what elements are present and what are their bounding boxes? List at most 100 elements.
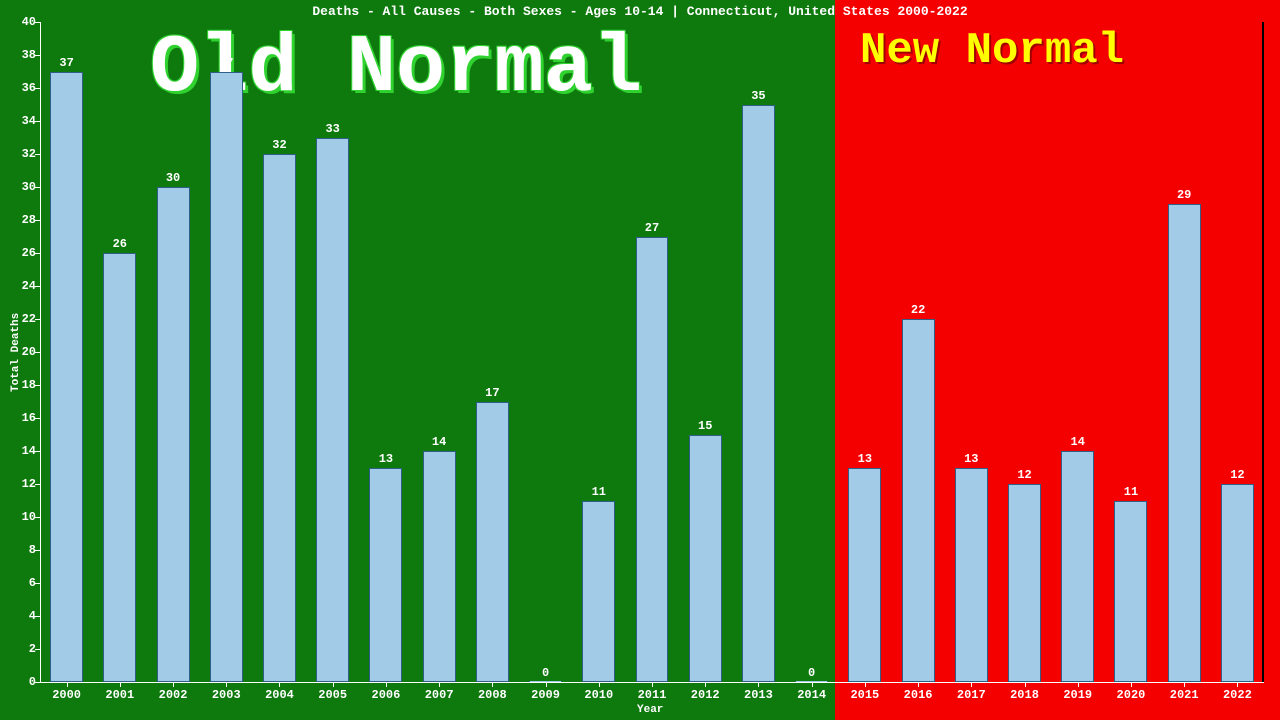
y-tick-label: 28 xyxy=(8,213,36,227)
bar xyxy=(210,72,243,683)
bar xyxy=(1221,484,1254,682)
bar xyxy=(848,468,881,683)
x-tick-label: 2000 xyxy=(52,688,81,702)
x-tick xyxy=(1237,682,1238,687)
plot-right-edge xyxy=(1262,22,1264,682)
bar xyxy=(582,501,615,683)
bar xyxy=(369,468,402,683)
y-tick-label: 18 xyxy=(8,378,36,392)
x-tick xyxy=(120,682,121,687)
bar xyxy=(902,319,935,682)
x-tick-label: 2020 xyxy=(1117,688,1146,702)
y-tick-label: 10 xyxy=(8,510,36,524)
x-tick-label: 2003 xyxy=(212,688,241,702)
bar-value-label: 32 xyxy=(272,138,286,152)
bar-value-label: 13 xyxy=(379,452,393,466)
x-tick-label: 2012 xyxy=(691,688,720,702)
bar-value-label: 33 xyxy=(325,122,339,136)
x-tick-label: 2011 xyxy=(638,688,667,702)
x-tick-label: 2013 xyxy=(744,688,773,702)
x-tick-label: 2006 xyxy=(372,688,401,702)
x-tick-label: 2005 xyxy=(318,688,347,702)
y-tick-label: 0 xyxy=(8,675,36,689)
y-tick-label: 30 xyxy=(8,180,36,194)
x-tick xyxy=(439,682,440,687)
bar-value-label: 29 xyxy=(1177,188,1191,202)
bar-value-label: 22 xyxy=(911,303,925,317)
x-tick-label: 2010 xyxy=(584,688,613,702)
bar xyxy=(955,468,988,683)
bar-value-label: 11 xyxy=(1124,485,1138,499)
y-tick-label: 40 xyxy=(8,15,36,29)
y-tick-label: 14 xyxy=(8,444,36,458)
x-tick xyxy=(705,682,706,687)
x-tick-label: 2016 xyxy=(904,688,933,702)
x-tick xyxy=(1078,682,1079,687)
x-tick xyxy=(333,682,334,687)
chart-title: Deaths - All Causes - Both Sexes - Ages … xyxy=(312,4,967,19)
y-tick-label: 24 xyxy=(8,279,36,293)
bar xyxy=(157,187,190,682)
x-tick-label: 2002 xyxy=(159,688,188,702)
bar-value-label: 35 xyxy=(751,89,765,103)
y-tick-label: 6 xyxy=(8,576,36,590)
bar xyxy=(1061,451,1094,682)
y-tick-label: 36 xyxy=(8,81,36,95)
x-tick xyxy=(67,682,68,687)
y-tick-label: 38 xyxy=(8,48,36,62)
bar-value-label: 14 xyxy=(432,435,446,449)
bar-value-label: 11 xyxy=(592,485,606,499)
bar-value-label: 37 xyxy=(219,56,233,70)
x-tick xyxy=(599,682,600,687)
y-tick-label: 22 xyxy=(8,312,36,326)
bar-value-label: 30 xyxy=(166,171,180,185)
bar xyxy=(423,451,456,682)
y-tick-label: 4 xyxy=(8,609,36,623)
x-tick-label: 2004 xyxy=(265,688,294,702)
x-tick xyxy=(1131,682,1132,687)
bar xyxy=(1168,204,1201,683)
y-tick-label: 8 xyxy=(8,543,36,557)
y-tick-label: 20 xyxy=(8,345,36,359)
x-tick xyxy=(173,682,174,687)
x-tick xyxy=(492,682,493,687)
bar-value-label: 15 xyxy=(698,419,712,433)
bar xyxy=(636,237,669,683)
x-tick-label: 2021 xyxy=(1170,688,1199,702)
bar xyxy=(742,105,775,683)
x-tick xyxy=(812,682,813,687)
bar-value-label: 13 xyxy=(964,452,978,466)
x-tick-label: 2008 xyxy=(478,688,507,702)
x-tick xyxy=(226,682,227,687)
x-tick xyxy=(971,682,972,687)
y-tick-label: 2 xyxy=(8,642,36,656)
bar-value-label: 12 xyxy=(1230,468,1244,482)
y-axis-line xyxy=(40,22,41,682)
bar-value-label: 27 xyxy=(645,221,659,235)
bar-value-label: 26 xyxy=(113,237,127,251)
bar-value-label: 14 xyxy=(1071,435,1085,449)
x-tick-label: 2018 xyxy=(1010,688,1039,702)
bar xyxy=(316,138,349,683)
x-tick-label: 2014 xyxy=(797,688,826,702)
bar-value-label: 13 xyxy=(858,452,872,466)
x-tick-label: 2022 xyxy=(1223,688,1252,702)
x-tick xyxy=(918,682,919,687)
y-tick-label: 26 xyxy=(8,246,36,260)
x-tick-label: 2015 xyxy=(850,688,879,702)
bar xyxy=(50,72,83,683)
bar-value-label: 17 xyxy=(485,386,499,400)
y-tick-label: 16 xyxy=(8,411,36,425)
bar xyxy=(263,154,296,682)
plot-area xyxy=(40,22,1264,682)
y-tick-label: 34 xyxy=(8,114,36,128)
x-tick xyxy=(1025,682,1026,687)
x-tick xyxy=(279,682,280,687)
y-tick-label: 32 xyxy=(8,147,36,161)
x-tick xyxy=(546,682,547,687)
bar-value-label: 0 xyxy=(808,666,815,680)
x-tick xyxy=(652,682,653,687)
x-axis-label: Year xyxy=(637,704,663,716)
x-tick xyxy=(865,682,866,687)
bar xyxy=(103,253,136,682)
